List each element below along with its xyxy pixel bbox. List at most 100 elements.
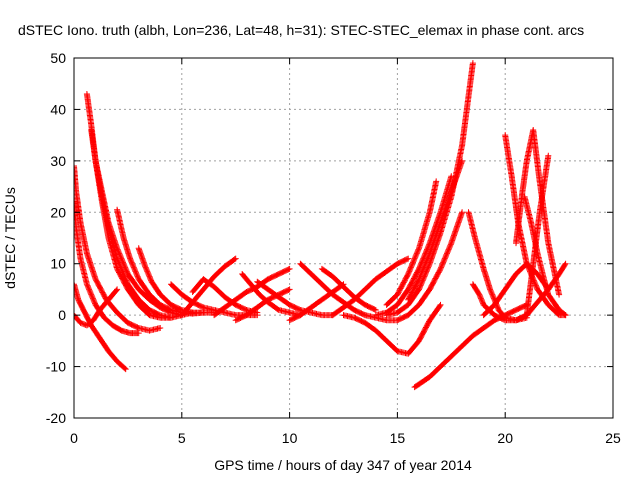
series-arc-01 [74,163,164,334]
data-point [127,283,129,285]
data-point [364,314,366,316]
y-tick-label: 0 [58,307,66,323]
data-point [86,283,88,285]
series-arc-32 [513,127,563,298]
series-arc-08 [114,206,207,317]
data-point [450,191,452,193]
data-point [483,327,485,329]
y-tick-label: 40 [50,101,66,117]
data-point [386,270,388,272]
data-point [440,232,441,234]
axis-ticks [73,57,614,419]
data-point [511,175,513,177]
data-point [95,278,97,280]
plot-frame [73,57,614,419]
data-point [547,294,549,296]
data-point [418,268,420,270]
data-point [493,314,495,316]
data-point [151,281,153,283]
data-point [353,317,355,319]
data-point [99,309,101,311]
data-point [80,258,81,260]
y-tick-labels: -20 -10 0 10 20 30 40 50 [46,50,66,426]
data-point [235,304,237,306]
data-point [364,304,366,306]
data-point [364,322,366,324]
data-point [429,319,431,321]
y-axis-title: dSTEC / TECUs [2,187,18,289]
series-arc-22 [362,209,466,324]
data-point [396,319,398,321]
data-point [95,304,97,306]
data-point [440,366,441,368]
data-point [429,288,431,290]
data-point [483,268,485,270]
grid [74,58,613,418]
data-point [116,312,118,314]
data-point [537,288,538,290]
data-point [299,309,301,311]
series-arc-35 [513,260,569,324]
data-point [396,312,398,314]
data-point [537,301,538,303]
data-point [224,312,226,314]
data-point [241,273,243,275]
data-point [407,299,409,301]
data-point [375,309,377,311]
data-point [489,288,491,290]
data-point [504,319,506,321]
data-point [159,314,161,316]
data-point [84,312,86,314]
data-point [289,312,291,314]
data-point [181,294,183,296]
data-point [526,314,528,316]
data-point [396,294,398,296]
data-point [289,304,291,306]
data-point [532,263,534,265]
data-point [92,319,94,321]
series-arc-15 [239,271,304,319]
data-point [418,278,420,280]
data-point [418,304,420,306]
data-point [407,353,409,355]
x-tick-label: 5 [178,430,186,446]
y-tick-label: 20 [50,204,66,220]
data-point [116,209,118,211]
data-point [472,283,474,285]
data-point [515,309,517,311]
data-point [267,288,269,290]
data-point [101,191,103,193]
data-point [125,368,127,370]
data-point [289,319,291,321]
data-point [515,319,517,321]
data-point [149,299,150,301]
data-point [524,196,526,198]
data-point [461,160,463,162]
data-point [558,294,560,296]
data-point [543,278,545,280]
data-point [526,263,528,265]
data-point [493,319,495,321]
data-point [256,312,258,314]
data-point [108,350,109,352]
data-point [250,283,252,285]
data-point [116,268,118,270]
data-point [256,286,258,288]
data-point [332,314,334,316]
data-point [235,258,237,260]
x-tick-labels: 0 5 10 15 20 25 [70,430,621,446]
series-arc-23 [372,173,455,319]
data-point [202,306,204,308]
data-point [299,263,301,265]
data-point [310,306,312,308]
data-point [235,299,237,301]
data-point [213,309,215,311]
data-point [558,309,560,311]
data-point [75,227,77,229]
data-point [116,247,118,249]
data-point [129,258,131,260]
data-point [321,268,323,270]
data-point [86,252,88,254]
data-point [202,288,204,290]
data-point [256,306,258,308]
